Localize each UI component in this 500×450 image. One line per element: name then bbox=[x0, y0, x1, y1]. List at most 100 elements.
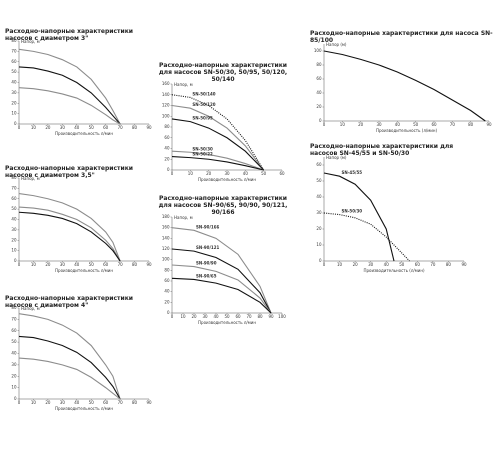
curve bbox=[18, 66, 121, 125]
x-tick-label: 90 bbox=[486, 122, 492, 127]
y-tick-label: 0 bbox=[319, 118, 322, 123]
x-tick-label: 40 bbox=[243, 171, 249, 176]
y-tick-label: 20 bbox=[164, 299, 170, 304]
x-tick-label: 90 bbox=[146, 400, 152, 405]
y-tick-label: 140 bbox=[162, 92, 170, 97]
x-tick-label: 50 bbox=[261, 171, 267, 176]
chart: Расходно-напорные характеристики для нас… bbox=[310, 30, 495, 135]
plot: 0 10 20 30 40 50 60 70 80 0 10 20 30 40 50 60 70 80 90 Прои… bbox=[11, 305, 152, 411]
plot: 0 10 20 30 40 50 60 70 80 0 10 20 30 40 50 60 70 80 90 Прои… bbox=[11, 38, 152, 136]
x-axis-label: Производительность л/мин bbox=[198, 177, 256, 182]
y-tick-label: 80 bbox=[11, 175, 17, 180]
y-tick-label: 20 bbox=[316, 104, 322, 109]
x-tick-label: 90 bbox=[146, 262, 152, 267]
x-tick-label: 60 bbox=[235, 314, 241, 319]
x-tick-label: 60 bbox=[431, 122, 437, 127]
y-axis-label: Напор, м bbox=[21, 176, 40, 181]
chart-title: Расходно-напорные характеристики насосов… bbox=[5, 165, 133, 179]
curve bbox=[323, 172, 395, 262]
x-tick-label: 80 bbox=[132, 400, 138, 405]
series-label: SN-90/90 bbox=[196, 261, 217, 266]
plot: 0 10 20 30 40 50 60 0 10 20 30 40 50 60 70 80 90 Производ… bbox=[316, 155, 467, 273]
y-tick-label: 50 bbox=[11, 339, 17, 344]
x-tick-label: 60 bbox=[103, 400, 109, 405]
y-axis-label: Напор, м bbox=[174, 215, 193, 220]
curve bbox=[18, 87, 121, 125]
curve bbox=[18, 313, 121, 400]
x-tick-label: 0 bbox=[18, 125, 21, 130]
curve bbox=[18, 206, 121, 262]
y-tick-label: 100 bbox=[162, 257, 170, 262]
series-label: SN-90/121 bbox=[196, 245, 219, 250]
y-tick-label: 80 bbox=[164, 124, 170, 129]
y-tick-label: 60 bbox=[11, 328, 17, 333]
x-tick-label: 40 bbox=[384, 262, 390, 267]
chart: Расходно-напорные характеристики для нас… bbox=[310, 143, 470, 275]
x-tick-label: 10 bbox=[340, 122, 346, 127]
curve bbox=[18, 335, 121, 400]
x-tick-label: 30 bbox=[60, 125, 66, 130]
x-tick-label: 60 bbox=[279, 171, 285, 176]
y-tick-label: 50 bbox=[316, 178, 322, 183]
x-tick-label: 60 bbox=[103, 262, 109, 267]
y-tick-label: 0 bbox=[167, 167, 170, 172]
series-label: SN-50/30 bbox=[342, 209, 363, 214]
y-tick-label: 120 bbox=[162, 246, 170, 251]
y-tick-label: 10 bbox=[11, 111, 17, 116]
x-tick-label: 20 bbox=[45, 262, 51, 267]
curve bbox=[171, 277, 272, 314]
y-tick-label: 30 bbox=[11, 227, 17, 232]
y-tick-label: 20 bbox=[11, 100, 17, 105]
x-tick-label: 30 bbox=[60, 400, 66, 405]
chart-title: Расходно-напорные характеристики для нас… bbox=[158, 62, 288, 83]
chart: Расходно-напорные характеристики для нас… bbox=[158, 195, 288, 327]
y-tick-label: 40 bbox=[11, 217, 17, 222]
x-tick-label: 90 bbox=[461, 262, 467, 267]
x-tick-label: 80 bbox=[132, 125, 138, 130]
curve bbox=[171, 248, 272, 314]
x-tick-label: 90 bbox=[146, 125, 152, 130]
plot: 0 20 40 60 80 100 120 140 160 0 10 20 30 40 50 60 Произв… bbox=[162, 81, 285, 182]
x-tick-label: 50 bbox=[413, 122, 419, 127]
x-axis-label: Производительность (л/мин) bbox=[363, 268, 425, 273]
curve bbox=[18, 48, 121, 125]
curve bbox=[18, 357, 121, 400]
x-tick-label: 80 bbox=[132, 262, 138, 267]
x-tick-label: 70 bbox=[430, 262, 436, 267]
x-tick-label: 30 bbox=[376, 122, 382, 127]
x-tick-label: 0 bbox=[323, 122, 326, 127]
chart-title: Расходно-напорные характеристики насосов… bbox=[5, 295, 133, 309]
x-tick-label: 70 bbox=[118, 262, 124, 267]
x-tick-label: 50 bbox=[89, 125, 95, 130]
x-tick-label: 70 bbox=[118, 400, 124, 405]
y-tick-label: 40 bbox=[164, 289, 170, 294]
x-tick-label: 80 bbox=[257, 314, 263, 319]
x-tick-label: 20 bbox=[191, 314, 197, 319]
x-tick-label: 10 bbox=[31, 125, 37, 130]
x-tick-label: 70 bbox=[246, 314, 252, 319]
y-tick-label: 100 bbox=[162, 113, 170, 118]
y-tick-label: 30 bbox=[316, 210, 322, 215]
y-tick-label: 60 bbox=[164, 278, 170, 283]
y-tick-label: 100 bbox=[314, 48, 322, 53]
y-tick-label: 20 bbox=[11, 373, 17, 378]
y-tick-label: 0 bbox=[319, 258, 322, 263]
series-label: SN-50/95 bbox=[192, 116, 213, 121]
y-tick-label: 40 bbox=[11, 80, 17, 85]
x-axis-label: Производительность л/мин bbox=[55, 268, 113, 273]
y-tick-label: 120 bbox=[162, 103, 170, 108]
y-tick-label: 80 bbox=[164, 267, 170, 272]
y-tick-label: 10 bbox=[11, 385, 17, 390]
y-axis-label: Напор (м) bbox=[326, 42, 347, 47]
x-axis-label: Производительность (л/мин) bbox=[376, 128, 438, 133]
y-tick-label: 70 bbox=[11, 316, 17, 321]
chart: Расходно-напорные характеристики насосов… bbox=[5, 165, 155, 275]
curve bbox=[171, 118, 265, 171]
y-tick-label: 40 bbox=[316, 90, 322, 95]
x-tick-label: 90 bbox=[268, 314, 274, 319]
y-tick-label: 70 bbox=[11, 48, 17, 53]
y-tick-label: 50 bbox=[11, 69, 17, 74]
x-tick-label: 70 bbox=[450, 122, 456, 127]
x-tick-label: 50 bbox=[399, 262, 405, 267]
y-tick-label: 60 bbox=[11, 59, 17, 64]
